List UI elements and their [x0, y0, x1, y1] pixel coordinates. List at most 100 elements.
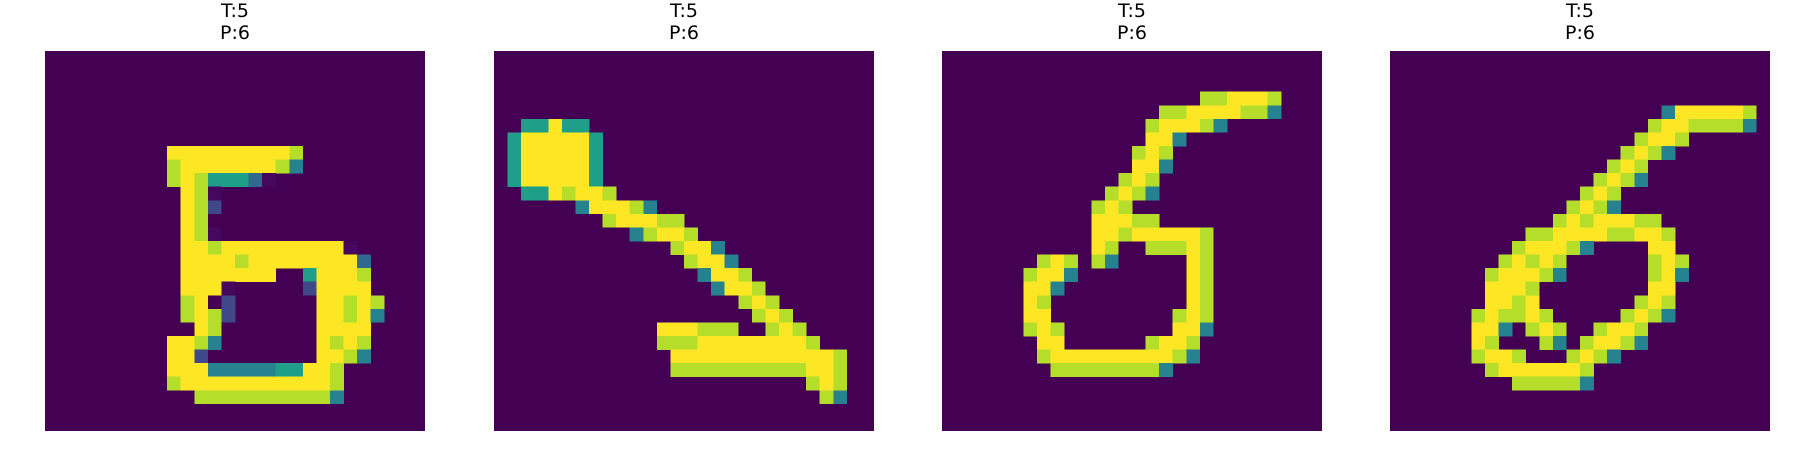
image-pixel — [1647, 213, 1662, 228]
image-pixel — [1634, 146, 1649, 160]
image-pixel — [1186, 268, 1201, 282]
image-pixel — [289, 146, 304, 160]
image-pixel — [1580, 363, 1594, 377]
image-pixel — [1199, 295, 1214, 310]
image-pixel — [343, 254, 358, 269]
image-pixel — [1240, 91, 1255, 106]
image-pixel — [330, 241, 344, 255]
image-pixel — [330, 308, 344, 323]
image-pixel — [1172, 241, 1187, 255]
image-pixel — [819, 363, 834, 377]
image-pixel — [1118, 200, 1133, 215]
image-pixel — [1159, 146, 1173, 160]
image-pixel — [330, 363, 344, 377]
image-pixel — [248, 268, 263, 282]
image-pixel — [194, 254, 209, 269]
image-pixel — [561, 186, 576, 201]
image-pixel — [1661, 295, 1676, 310]
image-pixel — [207, 227, 222, 242]
image-pixel — [724, 281, 739, 296]
image-pixel — [548, 186, 563, 201]
image-pixel — [316, 376, 331, 391]
image-pixel — [289, 376, 304, 391]
image-pixel — [275, 254, 290, 269]
image-pixel — [1132, 349, 1146, 364]
image-pixel — [1512, 349, 1526, 364]
image-pixel — [670, 363, 685, 377]
image-pixel — [1267, 105, 1282, 120]
image-pixel — [1607, 349, 1621, 364]
image-pixel — [330, 376, 344, 391]
image-pixel — [180, 363, 195, 377]
image-pixel — [1512, 241, 1526, 255]
image-pixel — [207, 159, 222, 174]
image-pixel — [1675, 268, 1689, 282]
image-pixel — [711, 254, 725, 269]
image-pixel — [629, 200, 644, 215]
image-pixel — [1525, 281, 1540, 296]
image-pixel — [792, 349, 807, 364]
image-pixel — [1199, 91, 1214, 106]
image-pixel — [1580, 241, 1594, 255]
image-pixel — [1498, 268, 1513, 282]
image-pixel — [221, 146, 236, 160]
image-pixel — [1647, 268, 1662, 282]
image-pixel — [343, 349, 358, 364]
image-pixel — [1050, 322, 1065, 337]
image-pixel — [1566, 349, 1581, 364]
image-pixel — [1525, 322, 1540, 337]
image-pixel — [1186, 349, 1201, 364]
image-pixel — [180, 336, 195, 350]
image-pixel — [738, 336, 753, 350]
image-pixel — [1145, 173, 1160, 187]
image-pixel — [1525, 254, 1540, 269]
image-pixel — [1634, 173, 1649, 187]
image-pixel — [275, 241, 290, 255]
image-pixel — [1118, 227, 1133, 242]
image-pixel — [1552, 213, 1567, 228]
image-pixel — [548, 118, 563, 133]
image-pixel — [738, 349, 753, 364]
image-pixel — [1064, 254, 1078, 269]
image-pixel — [1593, 336, 1608, 350]
image-pixel — [194, 213, 209, 228]
image-pixel — [1091, 227, 1106, 242]
image-pixel — [167, 173, 181, 187]
image-pixel — [1620, 146, 1635, 160]
image-pixel — [370, 308, 385, 323]
image-pixel — [833, 376, 848, 391]
image-pixel — [235, 390, 249, 405]
image-pixel — [194, 268, 209, 282]
image-pixel — [1186, 105, 1201, 120]
panel-title: T:5 P:6 — [45, 0, 425, 44]
image-pixel — [521, 146, 535, 160]
image-pixel — [697, 349, 712, 364]
image-pixel — [697, 268, 712, 282]
image-pixel — [670, 322, 685, 337]
image-pixel — [724, 363, 739, 377]
image-pixel — [1132, 159, 1146, 174]
image-pixel — [316, 241, 331, 255]
image-pixel — [1145, 336, 1160, 350]
image-pixel — [248, 146, 263, 160]
image-pixel — [207, 322, 222, 337]
image-pixel — [1498, 322, 1513, 337]
image-pixel — [1037, 349, 1051, 364]
image-pixel — [167, 146, 181, 160]
image-pixel — [1485, 322, 1499, 337]
image-pixel — [1498, 254, 1513, 269]
image-pixel — [616, 200, 630, 215]
image-pixel — [1552, 376, 1567, 391]
image-pixel — [575, 159, 590, 174]
image-pixel — [656, 336, 671, 350]
image-pixel — [1159, 132, 1173, 147]
image-pixel — [534, 173, 549, 187]
sample-panel-1: T:5 P:6 — [45, 0, 425, 450]
image-pixel — [561, 159, 576, 174]
image-pixel — [738, 295, 753, 310]
image-pixel — [1145, 349, 1160, 364]
image-pixel — [1715, 105, 1730, 120]
image-pixel — [302, 363, 317, 377]
image-pixel — [1132, 146, 1146, 160]
image-pixel — [330, 336, 344, 350]
